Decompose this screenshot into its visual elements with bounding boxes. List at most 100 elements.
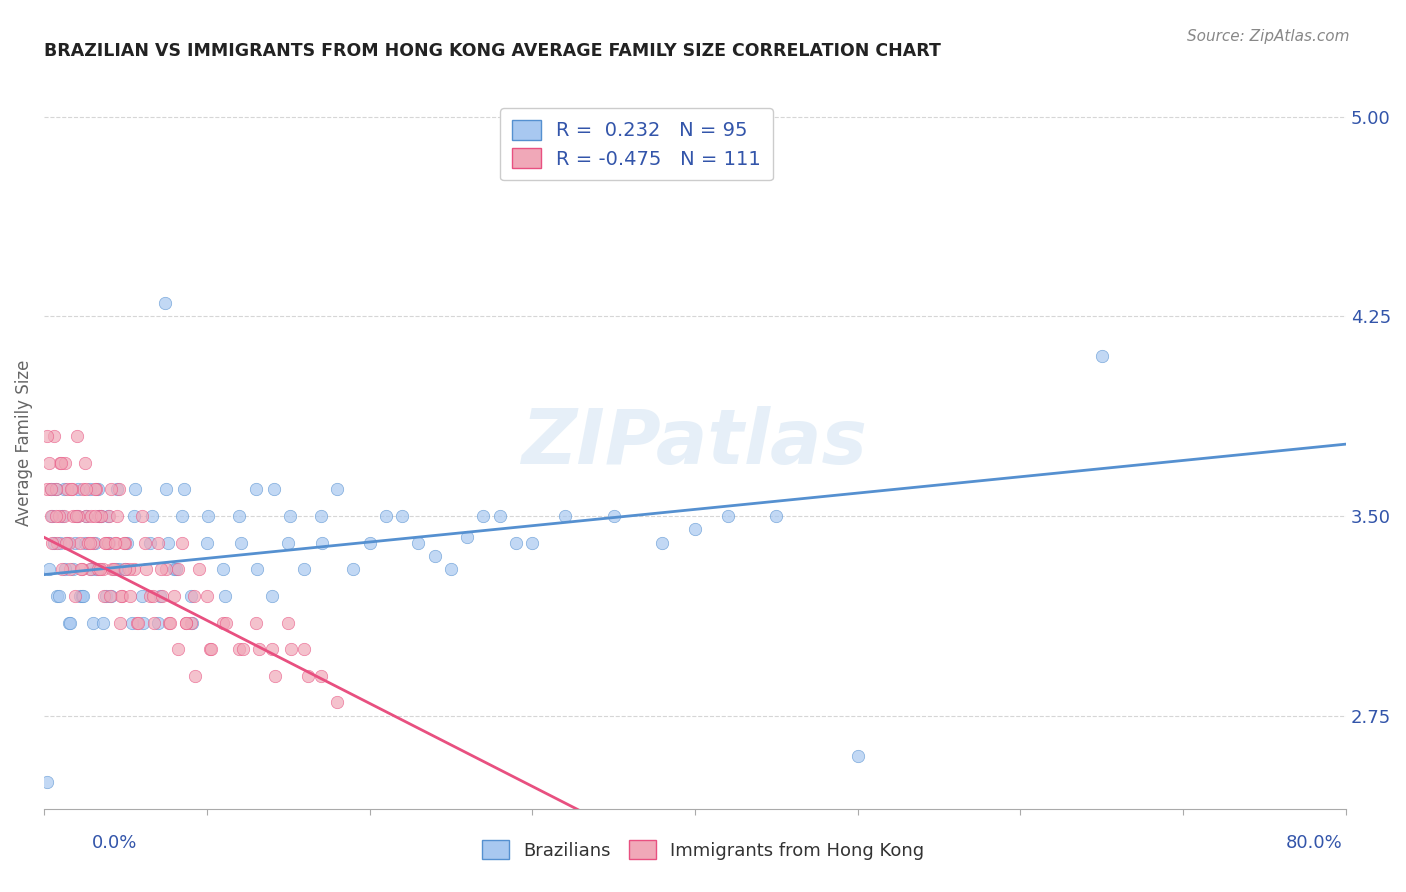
Text: 80.0%: 80.0% — [1286, 834, 1343, 852]
Point — [260, 589, 283, 603]
Point — [89, 562, 111, 576]
Point — [174, 615, 197, 630]
Point — [260, 642, 283, 657]
Point — [195, 589, 218, 603]
Point — [87, 562, 110, 576]
Point — [195, 535, 218, 549]
Point — [58, 615, 80, 630]
Point — [90, 509, 112, 524]
Point — [180, 589, 202, 603]
Point — [141, 509, 163, 524]
Point — [73, 456, 96, 470]
Legend: R =  0.232   N = 95, R = -0.475   N = 111: R = 0.232 N = 95, R = -0.475 N = 111 — [501, 108, 773, 180]
Point — [294, 642, 316, 657]
Legend: Brazilians, Immigrants from Hong Kong: Brazilians, Immigrants from Hong Kong — [474, 833, 932, 867]
Point — [94, 535, 117, 549]
Point — [127, 615, 149, 630]
Point — [42, 429, 65, 443]
Point — [125, 615, 148, 630]
Point — [75, 509, 97, 524]
Point — [104, 535, 127, 549]
Point — [51, 509, 73, 524]
Point — [198, 642, 221, 657]
Point — [183, 589, 205, 603]
Point — [180, 615, 202, 630]
Point — [488, 509, 510, 524]
Point — [132, 615, 155, 630]
Point — [309, 509, 332, 524]
Point — [98, 589, 121, 603]
Point — [229, 535, 252, 549]
Point — [72, 483, 94, 497]
Point — [176, 615, 198, 630]
Point — [104, 535, 127, 549]
Point — [91, 562, 114, 576]
Point — [94, 589, 117, 603]
Point — [142, 589, 165, 603]
Point — [91, 615, 114, 630]
Point — [408, 535, 430, 549]
Point — [83, 535, 105, 549]
Point — [84, 509, 107, 524]
Point — [53, 562, 76, 576]
Point — [41, 535, 63, 549]
Point — [52, 509, 75, 524]
Point — [111, 589, 134, 603]
Text: BRAZILIAN VS IMMIGRANTS FROM HONG KONG AVERAGE FAMILY SIZE CORRELATION CHART: BRAZILIAN VS IMMIGRANTS FROM HONG KONG A… — [44, 42, 941, 60]
Point — [97, 535, 120, 549]
Point — [69, 562, 91, 576]
Point — [77, 535, 100, 549]
Point — [41, 509, 63, 524]
Point — [146, 535, 169, 549]
Point — [263, 483, 285, 497]
Point — [716, 509, 738, 524]
Point — [66, 509, 89, 524]
Point — [72, 589, 94, 603]
Point — [423, 549, 446, 563]
Point — [67, 509, 90, 524]
Point — [187, 562, 209, 576]
Point — [142, 615, 165, 630]
Point — [48, 589, 70, 603]
Point — [105, 509, 128, 524]
Point — [55, 535, 77, 549]
Point — [112, 535, 135, 549]
Point — [173, 483, 195, 497]
Point — [46, 535, 69, 549]
Point — [39, 509, 62, 524]
Text: ZIPatlas: ZIPatlas — [522, 406, 868, 480]
Point — [149, 589, 172, 603]
Point — [69, 589, 91, 603]
Point — [108, 615, 131, 630]
Point — [59, 615, 82, 630]
Point — [84, 483, 107, 497]
Point — [38, 456, 60, 470]
Point — [39, 483, 62, 497]
Point — [163, 589, 186, 603]
Point — [69, 535, 91, 549]
Point — [326, 696, 349, 710]
Point — [247, 642, 270, 657]
Point — [183, 669, 205, 683]
Point — [197, 509, 219, 524]
Point — [505, 535, 527, 549]
Point — [150, 562, 173, 576]
Point — [602, 509, 624, 524]
Point — [342, 562, 364, 576]
Point — [46, 589, 69, 603]
Point — [110, 589, 132, 603]
Point — [38, 562, 60, 576]
Point — [104, 562, 127, 576]
Point — [49, 456, 72, 470]
Point — [683, 522, 706, 536]
Point — [108, 562, 131, 576]
Point — [246, 562, 269, 576]
Point — [139, 535, 162, 549]
Point — [93, 589, 115, 603]
Point — [37, 483, 59, 497]
Point — [62, 509, 84, 524]
Point — [114, 535, 136, 549]
Point — [59, 483, 82, 497]
Point — [150, 589, 173, 603]
Point — [58, 535, 80, 549]
